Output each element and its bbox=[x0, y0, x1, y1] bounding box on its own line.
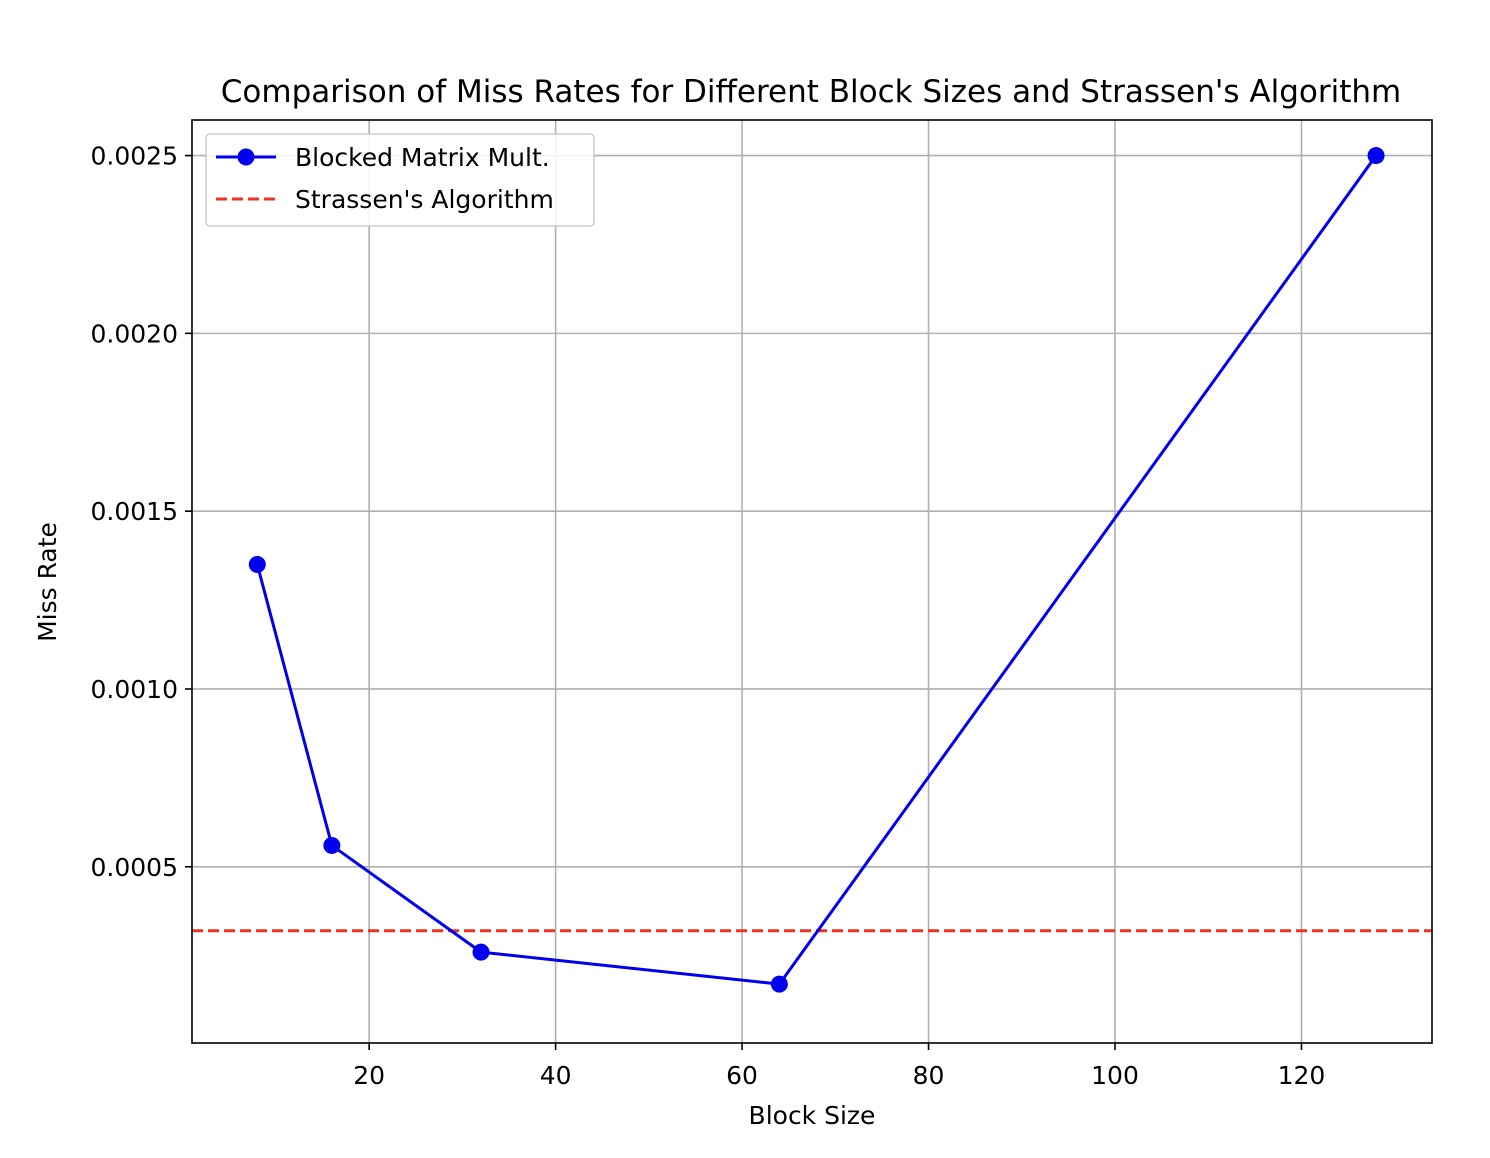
legend-label-strassen: Strassen's Algorithm bbox=[295, 185, 554, 214]
data-point bbox=[323, 836, 341, 854]
x-axis-ticks: 20 40 60 80 100 120 bbox=[353, 1043, 1325, 1090]
x-tick-label: 20 bbox=[353, 1061, 385, 1090]
data-point bbox=[770, 975, 788, 993]
legend-box bbox=[205, 133, 595, 227]
y-tick-label: 0.0020 bbox=[91, 319, 178, 348]
legend-marker-blocked bbox=[237, 148, 255, 166]
data-point bbox=[1367, 147, 1385, 165]
y-axis-ticks: 0.0005 0.0010 0.0015 0.0020 0.0025 bbox=[91, 142, 192, 882]
grid bbox=[192, 120, 1432, 1043]
legend-label-blocked: Blocked Matrix Mult. bbox=[295, 143, 550, 172]
x-tick-label: 80 bbox=[913, 1061, 945, 1090]
y-tick-label: 0.0015 bbox=[91, 497, 178, 526]
y-tick-label: 0.0010 bbox=[91, 675, 178, 704]
x-tick-label: 40 bbox=[540, 1061, 572, 1090]
x-axis-label: Block Size bbox=[749, 1101, 876, 1130]
y-tick-label: 0.0005 bbox=[91, 853, 178, 882]
x-tick-label: 100 bbox=[1091, 1061, 1139, 1090]
data-point bbox=[248, 556, 266, 574]
data-point bbox=[472, 943, 490, 961]
plot-frame bbox=[191, 119, 1433, 1044]
x-tick-label: 120 bbox=[1278, 1061, 1326, 1090]
x-tick-label: 60 bbox=[726, 1061, 758, 1090]
y-axis-label: Miss Rate bbox=[33, 522, 62, 642]
chart-title: Comparison of Miss Rates for Different B… bbox=[221, 74, 1401, 110]
series-markers bbox=[248, 147, 1385, 993]
y-tick-label: 0.0025 bbox=[91, 142, 178, 171]
legend: Blocked Matrix Mult. Strassen's Algorith… bbox=[205, 133, 595, 227]
